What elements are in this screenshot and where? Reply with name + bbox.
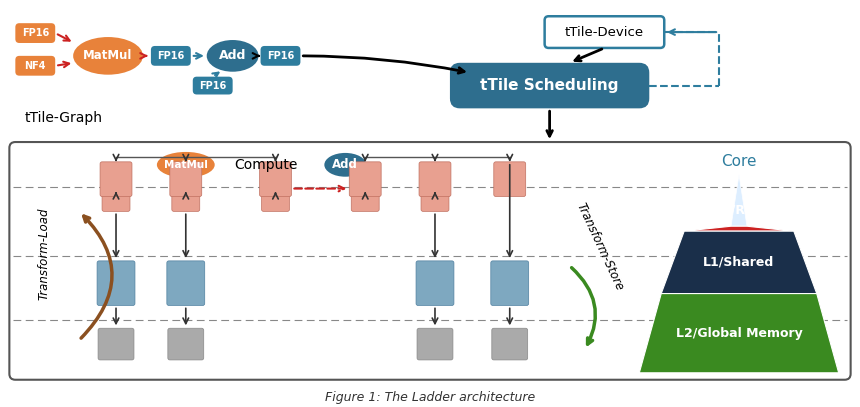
Text: FP16: FP16 [267,51,294,61]
FancyBboxPatch shape [417,328,453,360]
FancyBboxPatch shape [544,16,664,48]
FancyBboxPatch shape [419,162,451,197]
Text: tTile-Graph: tTile-Graph [24,111,102,125]
FancyBboxPatch shape [491,261,529,306]
FancyBboxPatch shape [450,63,649,108]
FancyBboxPatch shape [349,162,381,197]
FancyBboxPatch shape [150,46,191,66]
Text: Compute: Compute [234,158,298,172]
FancyBboxPatch shape [421,192,449,211]
FancyBboxPatch shape [9,142,851,380]
Text: Transform-Store: Transform-Store [574,201,625,293]
Text: NF4: NF4 [25,61,46,71]
FancyBboxPatch shape [15,56,55,76]
Text: L0/Reg: L0/Reg [715,204,763,217]
FancyBboxPatch shape [102,192,130,211]
FancyBboxPatch shape [193,77,233,94]
Text: Core: Core [722,154,757,169]
FancyBboxPatch shape [15,23,55,43]
FancyBboxPatch shape [168,328,204,360]
Text: tTile-Device: tTile-Device [565,26,644,39]
Text: Add: Add [219,49,246,62]
Ellipse shape [157,152,215,178]
FancyBboxPatch shape [261,46,300,66]
Text: Figure 1: The Ladder architecture: Figure 1: The Ladder architecture [325,391,535,404]
FancyBboxPatch shape [494,162,525,197]
FancyBboxPatch shape [260,162,292,197]
Text: FP16: FP16 [157,51,184,61]
Text: FP16: FP16 [199,81,226,91]
FancyBboxPatch shape [169,162,202,197]
FancyBboxPatch shape [100,162,132,197]
FancyBboxPatch shape [97,261,135,306]
FancyBboxPatch shape [492,328,528,360]
Text: L2/Global Memory: L2/Global Memory [676,327,802,340]
Polygon shape [661,231,817,293]
FancyBboxPatch shape [167,261,205,306]
FancyBboxPatch shape [172,192,200,211]
FancyBboxPatch shape [416,261,454,306]
Text: Transform-Load: Transform-Load [38,208,51,300]
Ellipse shape [206,40,259,72]
Polygon shape [731,175,747,226]
Text: Add: Add [332,158,359,171]
FancyBboxPatch shape [98,328,134,360]
Ellipse shape [324,153,366,177]
FancyBboxPatch shape [261,192,290,211]
Polygon shape [639,293,838,373]
Text: tTile Scheduling: tTile Scheduling [481,78,619,93]
Ellipse shape [73,37,143,74]
Text: L1/Shared: L1/Shared [703,256,775,269]
Text: FP16: FP16 [22,28,49,38]
Text: MatMul: MatMul [83,49,132,62]
Text: MatMul: MatMul [164,160,208,170]
Polygon shape [685,226,794,231]
FancyBboxPatch shape [351,192,379,211]
